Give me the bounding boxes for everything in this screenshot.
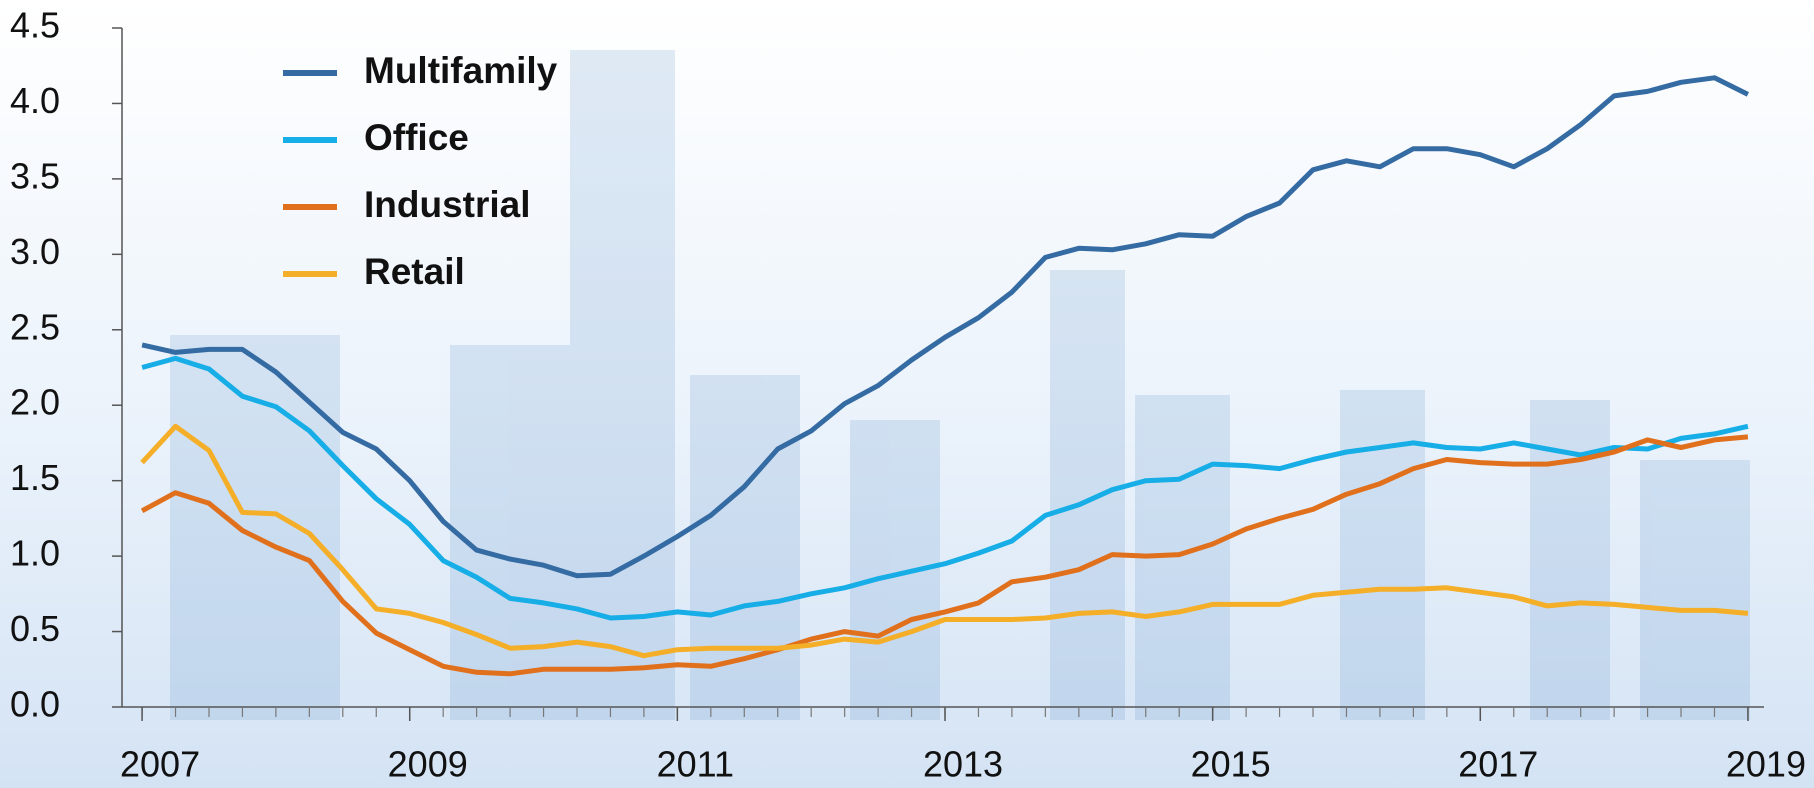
y-tick-label: 2.5 <box>10 306 60 347</box>
x-tick-label: 2013 <box>923 744 1003 785</box>
plot-area: 0.0 0.5 1.0 1.5 2.0 2.5 3.0 3.5 4.0 4.5 2007 2009 20… <box>10 5 1806 785</box>
x-tick-label: 2011 <box>657 744 734 785</box>
y-tick-label: 4.5 <box>10 5 60 46</box>
x-tick-label: 2015 <box>1191 744 1271 785</box>
legend-label: Industrial <box>364 184 531 225</box>
y-tick-label: 1.0 <box>10 533 60 574</box>
y-tick-label: 0.5 <box>10 608 60 649</box>
y-tick-label: 1.5 <box>10 457 60 498</box>
y-tick-label: 3.0 <box>10 231 60 272</box>
legend-label: Retail <box>364 251 465 292</box>
series-line <box>141 75 1750 579</box>
y-tick-label: 3.5 <box>10 155 60 196</box>
x-tick-label: 2019 <box>1726 744 1806 785</box>
y-tick-label: 2.0 <box>10 382 60 423</box>
series-line <box>140 423 1749 659</box>
x-tick-label: 2009 <box>388 744 468 785</box>
series-line <box>140 434 1749 677</box>
y-tick-label: 4.0 <box>10 80 60 121</box>
legend-label: Multifamily <box>364 50 558 91</box>
series-line <box>141 355 1749 621</box>
x-tick-label: 2007 <box>120 744 200 785</box>
x-tick-label: 2017 <box>1458 744 1538 785</box>
y-tick-label: 0.0 <box>10 684 60 725</box>
legend-label: Office <box>364 117 469 158</box>
